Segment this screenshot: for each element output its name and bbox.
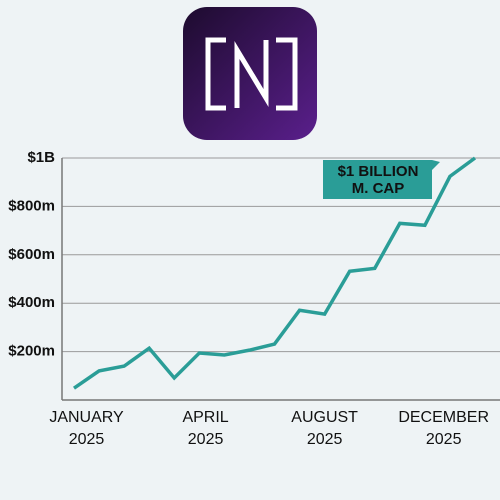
logo xyxy=(183,7,317,140)
y-tick-label: $200m xyxy=(8,343,55,360)
x-tick-label: 2025 xyxy=(188,431,224,448)
x-tick-label: JANUARY xyxy=(49,409,124,426)
annotation-box xyxy=(323,160,440,199)
x-tick-label: AUGUST xyxy=(291,409,358,426)
x-tick-label: 2025 xyxy=(426,431,462,448)
y-tick-label: $600m xyxy=(8,246,55,263)
annotation-text: $1 BILLION xyxy=(338,163,419,180)
y-tick-label: $800m xyxy=(8,197,55,214)
line xyxy=(73,156,477,390)
y-tick-label: $400m xyxy=(8,294,55,311)
y-tick-label: $1B xyxy=(27,149,55,166)
x-tick-label: DECEMBER xyxy=(398,409,489,426)
annotation-text: M. CAP xyxy=(352,180,405,197)
x-tick-label: APRIL xyxy=(182,409,228,426)
x-tick-label: 2025 xyxy=(69,431,105,448)
x-tick-label: 2025 xyxy=(307,431,343,448)
